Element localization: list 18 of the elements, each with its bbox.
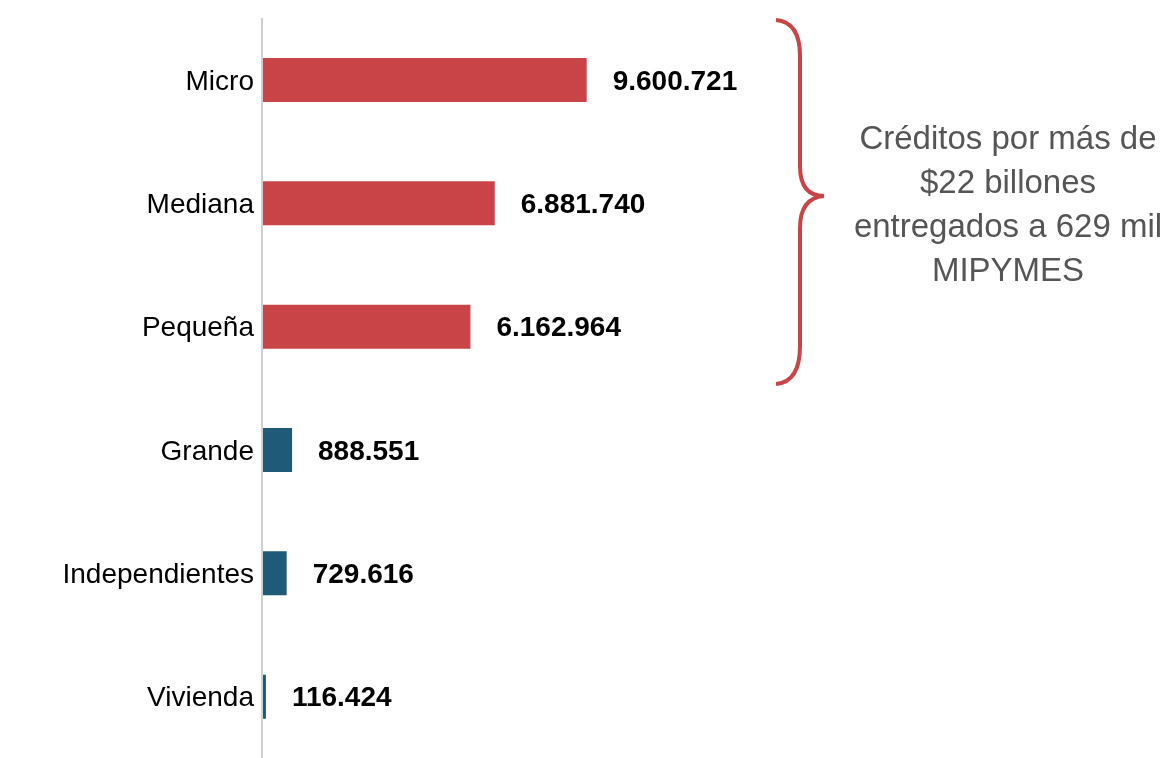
bar xyxy=(262,428,293,472)
data-label: 729.616 xyxy=(312,557,414,589)
bar xyxy=(262,58,587,102)
y-tick-label: Micro xyxy=(185,64,254,96)
data-label: 888.551 xyxy=(318,434,420,466)
bar xyxy=(262,304,471,349)
bar xyxy=(262,181,495,226)
y-tick-label: Independientes xyxy=(62,557,254,589)
y-tick-label: Mediana xyxy=(146,187,255,219)
y-tick-label: Grande xyxy=(160,434,254,466)
data-label: 6.881.740 xyxy=(520,187,646,219)
text: Créditos por más de $22 billones entregados a 629 mil MIPYMES xyxy=(852,118,1163,290)
data-label: 116.424 xyxy=(291,681,393,713)
y-tick-label: Vivienda xyxy=(147,681,255,713)
data-label: 6.162.964 xyxy=(496,311,622,343)
data-label: 9.600.721 xyxy=(612,64,738,96)
bar xyxy=(262,551,287,596)
y-tick-label: Pequeña xyxy=(141,311,255,343)
